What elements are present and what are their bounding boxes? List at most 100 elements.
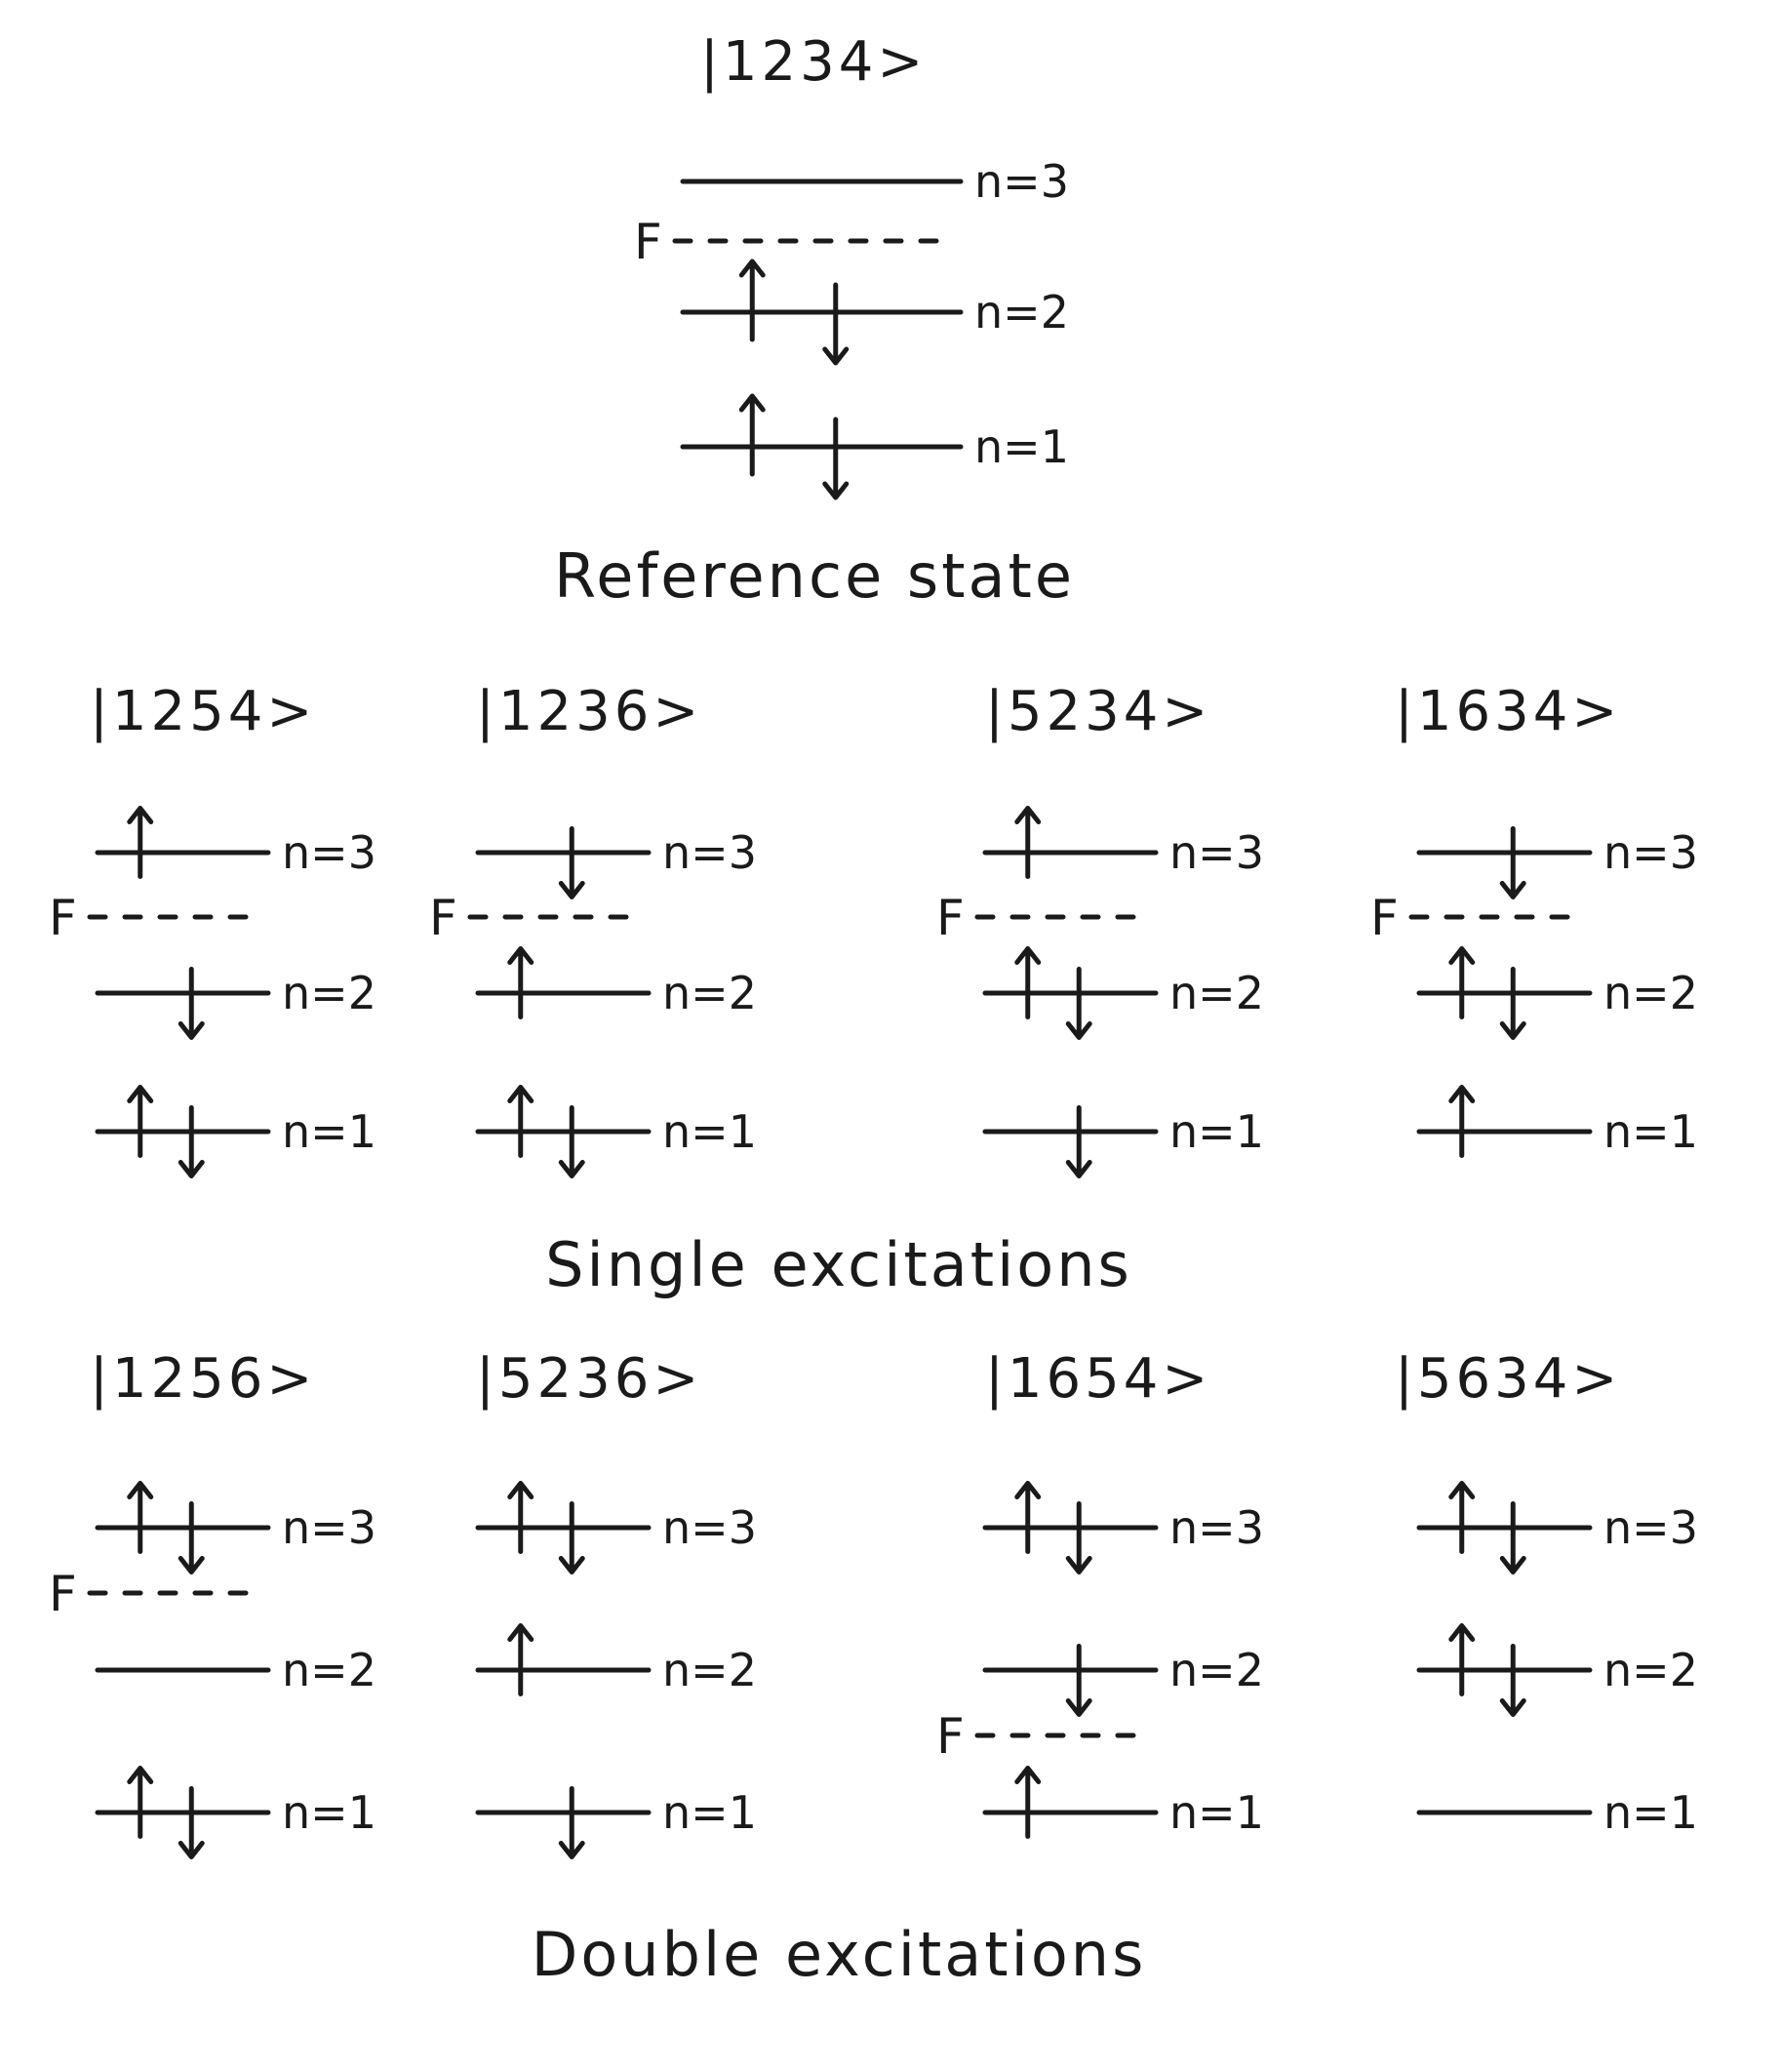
fermi-label: F — [49, 1566, 77, 1622]
double-4-level-n2: n=2 — [1416, 1623, 1698, 1717]
reference-level-n2: n=2 — [680, 259, 1069, 366]
spin-down-arrow-icon — [1499, 1644, 1526, 1717]
double-1-ket: |1256> — [90, 1347, 316, 1411]
level-label: n=2 — [974, 286, 1069, 339]
single-2-level-n1: n=1 — [475, 1085, 757, 1178]
single-1-level-n3: n=3 — [95, 806, 376, 879]
level-label: n=1 — [662, 1105, 757, 1158]
single-4-level-n2: n=2 — [1416, 946, 1698, 1040]
single-3-level-n3: n=3 — [982, 806, 1264, 879]
spin-down-arrow-icon — [1499, 1501, 1526, 1574]
level-label: n=3 — [1169, 1501, 1264, 1554]
single-4-ket: |1634> — [1395, 680, 1621, 743]
single-1-fermi-level: F — [49, 890, 261, 946]
fermi-label: F — [49, 890, 77, 946]
single-1-level-n2: n=2 — [95, 967, 376, 1040]
reference-fermi-level: F — [634, 214, 954, 270]
spin-down-arrow-icon — [558, 826, 585, 899]
fermi-label: F — [936, 1708, 965, 1765]
double-4-diagram: |5634> n=3 n=2 n=1 — [1395, 1347, 1698, 1839]
single-3-level-n1: n=1 — [982, 1105, 1264, 1178]
double-2-diagram: |5236> n=3 n=2 n=1 — [475, 1347, 757, 1859]
level-label: n=2 — [1169, 1644, 1264, 1696]
single-1-diagram: |1254> n=3 n=2 n=1 F — [49, 680, 376, 1178]
double-excitations-caption: Double excitations — [532, 1919, 1147, 1990]
level-label: n=2 — [662, 967, 757, 1019]
single-excitations-caption: Single excitations — [545, 1229, 1132, 1300]
double-1-level-n3: n=3 — [95, 1481, 376, 1574]
level-label: n=1 — [1169, 1105, 1264, 1158]
reference-caption: Reference state — [554, 540, 1075, 612]
spin-down-arrow-icon — [1065, 967, 1092, 1040]
double-4-ket: |5634> — [1395, 1347, 1621, 1411]
single-1-ket: |1254> — [90, 680, 316, 743]
spin-down-arrow-icon — [822, 417, 850, 500]
spin-up-arrow-icon — [1014, 1481, 1042, 1554]
level-label: n=3 — [974, 155, 1069, 208]
single-4-diagram: |1634> n=3 n=2 n=1 F — [1370, 680, 1698, 1158]
double-2-level-n2: n=2 — [475, 1623, 757, 1696]
level-label: n=2 — [1603, 967, 1698, 1019]
level-label: n=2 — [282, 967, 376, 1019]
spin-up-arrow-icon — [127, 1481, 154, 1554]
spin-up-arrow-icon — [127, 1085, 154, 1158]
single-2-level-n3: n=3 — [475, 826, 757, 899]
spin-up-arrow-icon — [738, 393, 766, 477]
fermi-label: F — [429, 890, 457, 946]
double-1-level-n2: n=2 — [95, 1644, 376, 1696]
single-4-fermi-level: F — [1370, 890, 1583, 946]
double-excitations-group: |1256> n=3 n=2 n=1 F |5236> n=3 n=2 n=1 |1654> n=3… — [49, 1347, 1698, 1859]
spin-up-arrow-icon — [1448, 1623, 1476, 1696]
spin-up-arrow-icon — [1448, 1481, 1476, 1554]
level-label: n=1 — [1603, 1105, 1698, 1158]
single-3-fermi-level: F — [936, 890, 1149, 946]
double-1-diagram: |1256> n=3 n=2 n=1 F — [49, 1347, 376, 1859]
spin-down-arrow-icon — [178, 1786, 205, 1859]
fermi-label: F — [936, 890, 965, 946]
single-2-fermi-level: F — [429, 890, 642, 946]
level-label: n=1 — [1603, 1786, 1698, 1839]
single-4-level-n3: n=3 — [1416, 826, 1698, 899]
level-label: n=2 — [1603, 1644, 1698, 1696]
level-label: n=3 — [662, 826, 757, 879]
level-label: n=3 — [282, 1501, 376, 1554]
double-2-ket: |5236> — [476, 1347, 702, 1411]
single-3-level-n2: n=2 — [982, 946, 1264, 1040]
spin-up-arrow-icon — [1014, 1766, 1042, 1839]
level-label: n=2 — [1169, 967, 1264, 1019]
spin-down-arrow-icon — [1065, 1644, 1092, 1717]
level-label: n=1 — [1169, 1786, 1264, 1839]
single-2-ket: |1236> — [476, 680, 702, 743]
spin-up-arrow-icon — [507, 1623, 534, 1696]
single-3-diagram: |5234> n=3 n=2 n=1 F — [936, 680, 1264, 1178]
double-4-level-n3: n=3 — [1416, 1481, 1698, 1574]
level-label: n=1 — [282, 1105, 376, 1158]
level-label: n=3 — [1169, 826, 1264, 879]
single-2-diagram: |1236> n=3 n=2 n=1 F — [429, 680, 757, 1178]
level-label: n=1 — [282, 1786, 376, 1839]
level-label: n=1 — [974, 420, 1069, 473]
double-2-level-n1: n=1 — [475, 1786, 757, 1859]
level-label: n=2 — [282, 1644, 376, 1696]
level-label: n=1 — [662, 1786, 757, 1839]
spin-down-arrow-icon — [178, 1501, 205, 1574]
fermi-label: F — [1370, 890, 1399, 946]
double-3-level-n3: n=3 — [982, 1481, 1264, 1574]
double-3-fermi-level: F — [936, 1708, 1149, 1765]
spin-up-arrow-icon — [507, 1481, 534, 1554]
spin-down-arrow-icon — [1065, 1105, 1092, 1178]
single-3-ket: |5234> — [985, 680, 1211, 743]
reference-ket: |1234> — [700, 30, 927, 94]
double-2-level-n3: n=3 — [475, 1481, 757, 1574]
spin-up-arrow-icon — [1014, 946, 1042, 1019]
level-label: n=3 — [1603, 1501, 1698, 1554]
level-label: n=3 — [282, 826, 376, 879]
level-label: n=3 — [662, 1501, 757, 1554]
reference-diagram: |1234> n=3 n=2 n=1 F — [634, 30, 1069, 500]
single-2-level-n2: n=2 — [475, 946, 757, 1019]
double-3-ket: |1654> — [985, 1347, 1211, 1411]
single-4-level-n1: n=1 — [1416, 1085, 1698, 1158]
spin-up-arrow-icon — [1014, 806, 1042, 879]
double-3-level-n2: n=2 — [982, 1644, 1264, 1717]
